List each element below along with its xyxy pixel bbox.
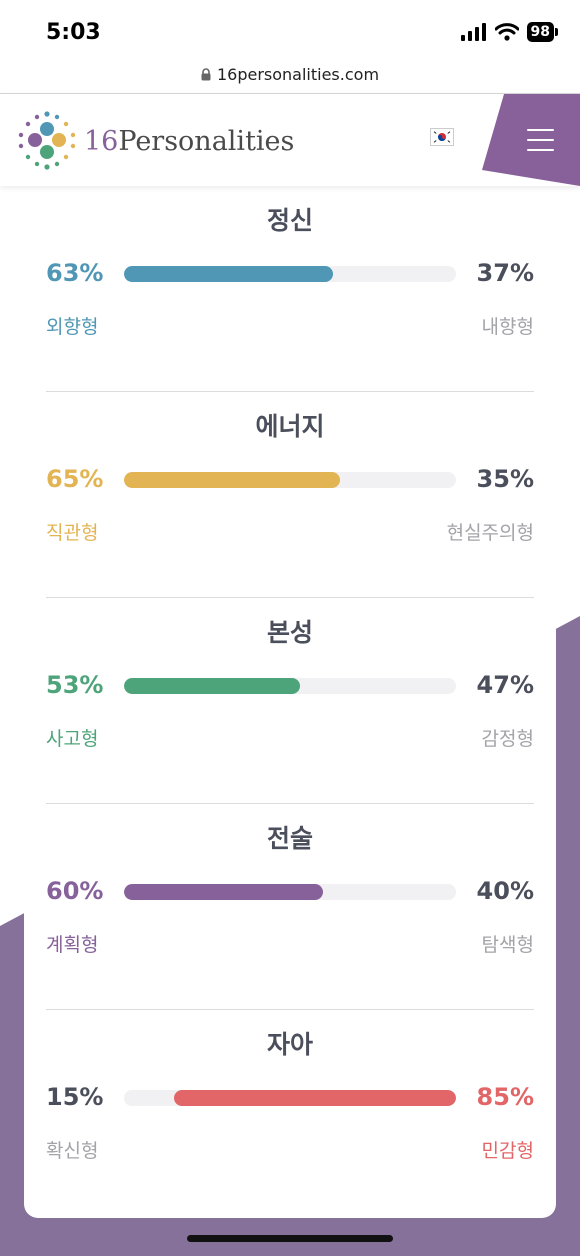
divider (46, 1009, 534, 1010)
trait-bar (124, 678, 456, 694)
url-bar[interactable]: 16personalities.com (0, 56, 580, 94)
right-percent: 47% (476, 671, 534, 699)
trait-bar-fill (124, 266, 334, 282)
trait-title: 본성 (266, 618, 313, 647)
cellular-signal-icon (460, 23, 486, 41)
divider (46, 803, 534, 804)
right-label: 감정형 (481, 728, 534, 750)
trait-bar-fill (173, 1090, 456, 1106)
hamburger-menu-button[interactable] (490, 94, 580, 186)
battery-icon: 98 (526, 22, 554, 42)
status-bar: 5:03 98 (0, 0, 580, 56)
left-percent: 60% (46, 877, 104, 905)
right-label: 탐색형 (481, 934, 534, 956)
trait-bar (124, 884, 456, 900)
right-percent: 85% (476, 1083, 534, 1111)
left-label: 직관형 (46, 522, 99, 544)
trait-energy: 에너지 65% 35% 직관형 현실주의형 (46, 392, 534, 598)
trait-bar (124, 1090, 456, 1106)
left-percent: 65% (46, 465, 104, 493)
traits-card: 정신 63% 37% 외향형 내향형 에너지 65% 35% 직관형 현실주의형… (24, 186, 556, 1218)
left-label: 외향형 (46, 316, 99, 338)
menu-line (526, 139, 554, 141)
trait-nature: 본성 53% 47% 사고형 감정형 (46, 598, 534, 804)
trait-title: 에너지 (255, 412, 325, 441)
left-label: 계획형 (46, 934, 99, 956)
url-text[interactable]: 16personalities.com (216, 65, 380, 84)
trait-bar-fill (124, 472, 340, 488)
trait-bar-fill (124, 884, 324, 900)
left-percent: 63% (46, 259, 104, 287)
trait-title: 전술 (266, 824, 313, 853)
trait-bar (124, 472, 456, 488)
logo-text: 16Personalities (84, 125, 295, 157)
left-label: 확신형 (46, 1140, 99, 1162)
divider (46, 597, 534, 598)
right-label: 민감형 (481, 1140, 534, 1162)
site-header: 16Personalities (0, 94, 580, 186)
logo[interactable]: 16Personalities (16, 110, 294, 172)
divider (46, 391, 534, 392)
right-label: 내향형 (481, 316, 534, 338)
logo-dots-icon (18, 111, 76, 170)
right-percent: 37% (476, 259, 534, 287)
right-label: 현실주의형 (446, 522, 534, 544)
trait-title: 자아 (266, 1030, 313, 1059)
battery-tip (555, 28, 558, 36)
wifi-icon (494, 23, 519, 41)
right-percent: 35% (476, 465, 534, 493)
left-label: 사고형 (46, 728, 99, 750)
status-icons: 98 (460, 22, 558, 42)
home-indicator (187, 1235, 393, 1242)
menu-line (526, 149, 554, 151)
right-percent: 40% (476, 877, 534, 905)
status-time: 5:03 (46, 20, 101, 45)
left-percent: 53% (46, 671, 104, 699)
korea-flag-icon[interactable] (430, 128, 454, 146)
trait-mind: 정신 63% 37% 외향형 내향형 (46, 186, 534, 392)
trait-bar (124, 266, 456, 282)
menu-line (526, 129, 554, 131)
trait-bar-fill (124, 678, 300, 694)
trait-identity: 자아 15% 85% 확신형 민감형 (46, 1010, 534, 1216)
trait-title: 정신 (266, 206, 313, 235)
left-percent: 15% (46, 1083, 104, 1111)
lock-icon (201, 68, 211, 81)
trait-tactics: 전술 60% 40% 계획형 탐색형 (46, 804, 534, 1010)
